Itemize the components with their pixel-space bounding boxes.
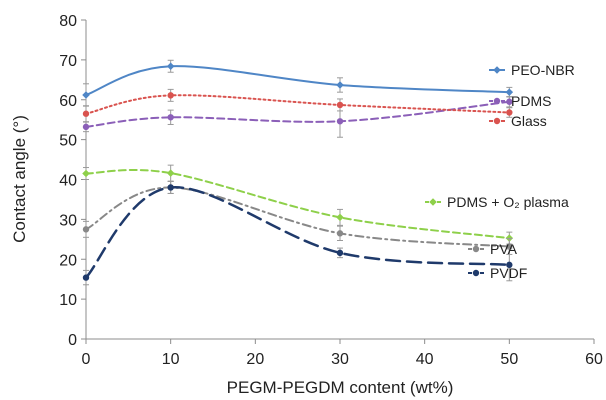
series-4 [82, 180, 513, 255]
data-point [506, 261, 513, 269]
legend-marker [493, 117, 501, 125]
x-tick-label: 10 [162, 351, 180, 368]
data-point [167, 184, 174, 191]
x-tick-label: 0 [82, 351, 91, 368]
data-point [82, 110, 90, 117]
y-tick-label: 70 [59, 53, 77, 70]
legend-entry: PVDF [468, 265, 527, 281]
data-point [336, 101, 344, 109]
data-point [336, 213, 344, 222]
data-point [82, 123, 90, 131]
data-point [336, 249, 344, 257]
legend-label: Glass [511, 113, 547, 129]
data-point [506, 98, 513, 105]
legend: PEO-NBR PDMS Glass PDMS + O₂ plasma PVA PVDF [425, 62, 575, 281]
series [82, 59, 514, 286]
data-point [336, 118, 344, 125]
data-point [82, 226, 90, 233]
series-line [84, 186, 511, 279]
x-tick-label: 30 [331, 351, 349, 368]
series-line [85, 168, 511, 240]
y-tick-label: 20 [59, 252, 77, 269]
series-line [85, 186, 511, 248]
data-point [82, 169, 90, 178]
y-tick-label: 50 [59, 133, 77, 150]
data-point [336, 230, 344, 237]
y-tick-label: 40 [59, 173, 77, 190]
y-tick-label: 60 [59, 93, 77, 110]
data-point [166, 62, 175, 71]
data-point [506, 109, 513, 116]
series-5 [82, 180, 513, 286]
x-tick-label: 50 [500, 351, 518, 368]
x-tick-label: 20 [246, 351, 264, 368]
legend-label: PVDF [490, 265, 527, 281]
series-2 [82, 88, 513, 123]
legend-entry: PEO-NBR [489, 62, 575, 78]
series-0 [82, 59, 514, 107]
x-tick-label: 60 [585, 351, 603, 368]
legend-entry: PVA [468, 241, 518, 257]
data-point [505, 88, 514, 96]
series-line [85, 94, 511, 115]
data-point [82, 274, 90, 281]
y-tick-label: 0 [68, 332, 77, 349]
legend-label: PEO-NBR [511, 62, 575, 78]
legend-marker [493, 97, 501, 105]
data-point [336, 81, 344, 89]
x-axis-title: PEGM-PEGDM content (wt%) [227, 378, 454, 397]
legend-entry: PDMS + O₂ plasma [425, 194, 569, 210]
legend-entry: PDMS [489, 93, 551, 109]
y-ticks: 0 10 20 30 40 50 60 70 80 [59, 13, 86, 349]
data-point [167, 114, 174, 121]
legend-marker [472, 245, 480, 253]
data-point [167, 92, 174, 99]
legend-entry: Glass [489, 113, 547, 129]
data-point [82, 91, 90, 99]
y-tick-label: 30 [59, 212, 77, 229]
series-line [85, 65, 511, 96]
x-ticks: 0 10 20 30 40 50 60 [82, 339, 603, 368]
legend-label: PVA [490, 241, 518, 257]
series-line [85, 100, 511, 128]
data-point [166, 169, 175, 177]
legend-label: PDMS [511, 93, 551, 109]
y-axis-title: Contact angle (°) [10, 115, 29, 243]
y-tick-label: 80 [59, 13, 77, 30]
legend-marker [429, 198, 437, 206]
legend-label: PDMS + O₂ plasma [447, 194, 569, 210]
y-tick-label: 10 [59, 292, 77, 309]
x-tick-label: 40 [416, 351, 434, 368]
legend-marker [472, 269, 480, 277]
legend-marker [493, 66, 501, 74]
